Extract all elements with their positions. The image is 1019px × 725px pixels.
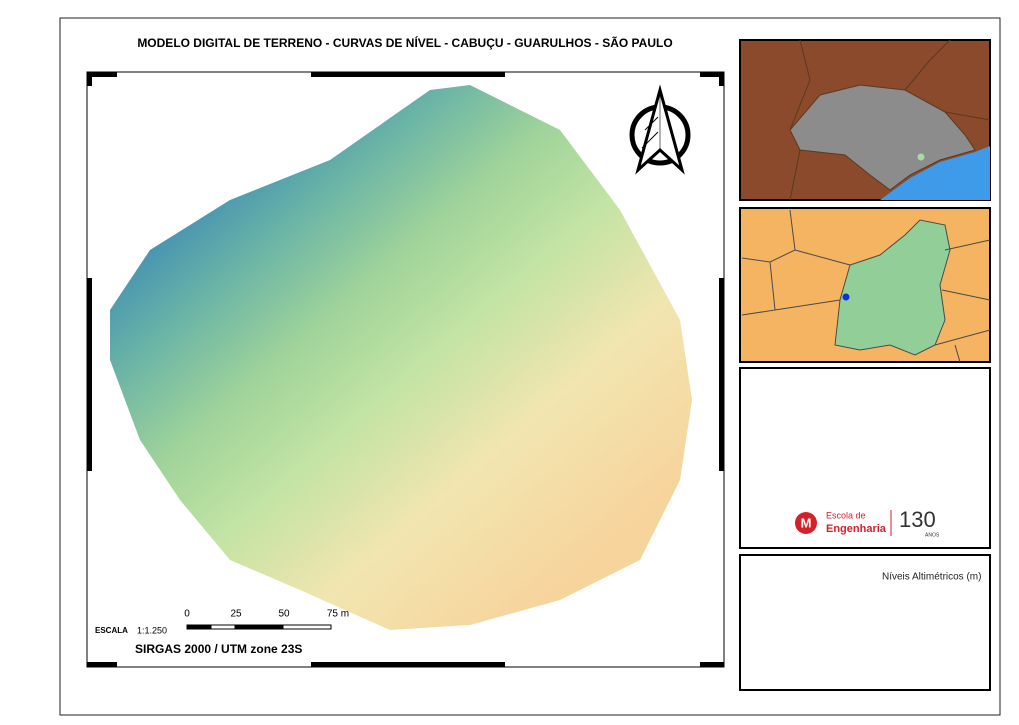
- crs-label: SIRGAS 2000 / UTM zone 23S: [135, 642, 302, 656]
- main-map: 0 25 50 75 m ESCALA 1:1.250 SIRGAS 2000 …: [86, 71, 725, 668]
- locator-map: [739, 39, 991, 201]
- scale-ratio: 1:1.250: [137, 625, 167, 635]
- legend-box: [739, 554, 991, 691]
- legend-title: Níveis Altimétricos (m): [882, 572, 981, 583]
- scale-tick: 25: [230, 609, 242, 620]
- scale-tick: 0: [184, 609, 190, 620]
- page-frame: [59, 17, 1001, 716]
- scale-bar: [186, 624, 332, 630]
- municipal-map: [739, 207, 991, 363]
- frame-ticks: [87, 72, 724, 667]
- svg-text:M: M: [801, 515, 812, 530]
- north-arrow: [629, 84, 691, 175]
- scale-tick: 75 m: [327, 609, 349, 620]
- logo-sub: ANOS: [925, 532, 940, 538]
- logo-line: Engenharia: [826, 523, 887, 535]
- terrain-model: [110, 85, 692, 630]
- map-title: MODELO DIGITAL DE TERRENO - CURVAS DE NÍ…: [137, 35, 672, 50]
- scale-tick: 50: [278, 609, 290, 620]
- logo-line: Escola de: [826, 510, 866, 520]
- info-box: [739, 367, 991, 549]
- logo: M Escola de Engenharia 130 ANOS: [795, 507, 940, 538]
- logo-years: 130: [899, 507, 936, 532]
- scale-label: ESCALA: [95, 626, 128, 635]
